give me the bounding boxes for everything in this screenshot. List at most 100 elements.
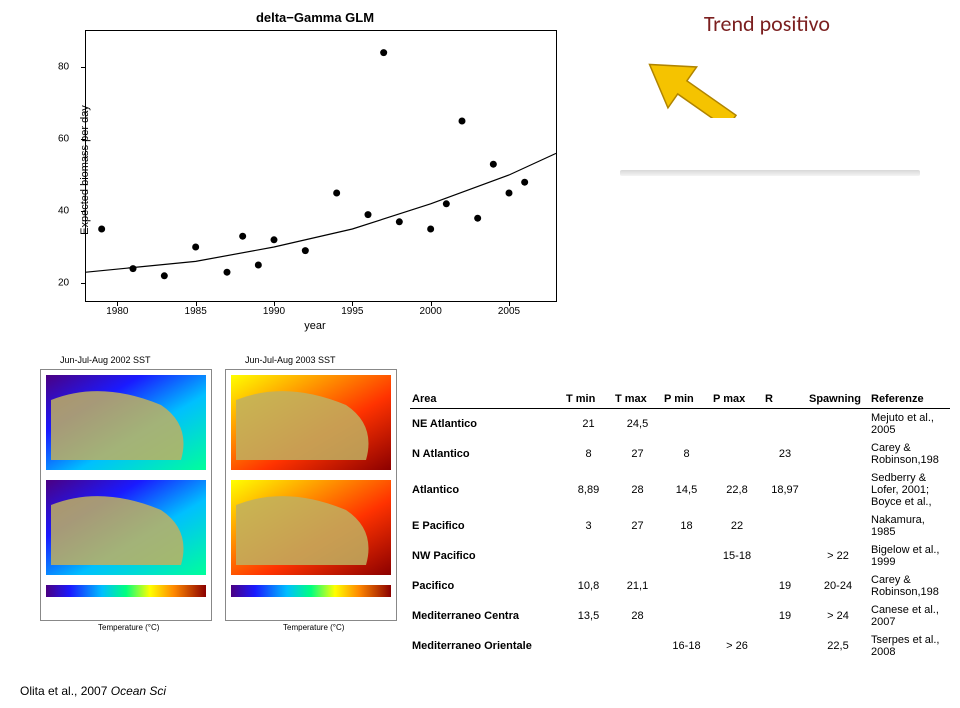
- table-cell: [564, 631, 613, 661]
- sst-x-axis-label: Temperature (°C): [98, 623, 159, 632]
- chart-title: delta−Gamma GLM: [256, 10, 374, 25]
- x-tick-label: 2000: [420, 306, 442, 317]
- table-cell: Tserpes et al., 2008: [869, 631, 950, 661]
- x-tick-label: 1980: [106, 306, 128, 317]
- table-cell: > 22: [807, 541, 869, 571]
- table-cell: [662, 571, 711, 601]
- table-cell: Canese et al., 2007: [869, 601, 950, 631]
- divider-bar: [620, 170, 920, 176]
- table-header: Referenze: [869, 390, 950, 409]
- x-tick-label: 1990: [263, 306, 285, 317]
- x-axis-label: year: [304, 320, 325, 332]
- sst-map-2003: Jun-Jul-Aug 2003 SST Temperature (°C): [225, 355, 395, 635]
- table-cell: 18: [662, 511, 711, 541]
- table-cell: > 24: [807, 601, 869, 631]
- reference-table: AreaT minT maxP minP maxRSpawningReferen…: [410, 390, 950, 661]
- table-cell: 13,5: [564, 601, 613, 631]
- table-row: Pacifico10,821,11920-24Carey & Robinson,…: [410, 571, 950, 601]
- table-row: NE Atlantico2124,5 Mejuto et al., 2005: [410, 409, 950, 440]
- table-cell: [662, 409, 711, 440]
- table-header: P max: [711, 390, 763, 409]
- x-tick-label: 1985: [185, 306, 207, 317]
- trend-label: Trend positivo: [704, 10, 830, 37]
- sst-x-axis-label: Temperature (°C): [283, 623, 344, 632]
- table-cell: [763, 541, 807, 571]
- table-cell: 3: [564, 511, 613, 541]
- table-cell: 22: [711, 511, 763, 541]
- table-cell: 27: [613, 511, 662, 541]
- table-cell: 28: [613, 469, 662, 511]
- table-row: Mediterraneo Orientale 16-18> 26 22,5Tserp…: [410, 631, 950, 661]
- y-tick-label: 80: [58, 62, 69, 73]
- table-cell: 21,1: [613, 571, 662, 601]
- table-cell: 22,8: [711, 469, 763, 511]
- table-row: Mediterraneo Centra13,528 19> 24Canese et…: [410, 601, 950, 631]
- table-cell: [807, 409, 869, 440]
- table-row: Atlantico8,892814,522,818,97Sedberry & L…: [410, 469, 950, 511]
- table-cell: 8,89: [564, 469, 613, 511]
- table-cell: 16-18: [662, 631, 711, 661]
- table-cell: Carey & Robinson,198: [869, 571, 950, 601]
- sst-map-2002: Jun-Jul-Aug 2002 SST: [40, 355, 210, 635]
- sst-maps: Jun-Jul-Aug 2002 SST: [40, 355, 400, 655]
- sst-map-2002-title: Jun-Jul-Aug 2002 SST: [60, 355, 151, 365]
- table-cell: [564, 541, 613, 571]
- table-cell: [613, 541, 662, 571]
- table-cell: 23: [763, 439, 807, 469]
- table-cell: 21: [564, 409, 613, 440]
- table-cell: 19: [763, 601, 807, 631]
- table-cell: [711, 409, 763, 440]
- table-cell: [662, 601, 711, 631]
- table-row: E Pacifico3271822Nakamura, 1985: [410, 511, 950, 541]
- citation-authors: Olita et al., 2007: [20, 684, 111, 698]
- y-tick-label: 20: [58, 278, 69, 289]
- y-tick-label: 40: [58, 206, 69, 217]
- table-row-head: NW Pacifico: [410, 541, 564, 571]
- citation-journal: Ocean Sci: [111, 684, 166, 698]
- table-cell: 19: [763, 571, 807, 601]
- table-cell: [662, 541, 711, 571]
- table-cell: [807, 511, 869, 541]
- table-header: Area: [410, 390, 564, 409]
- table-row-head: NE Atlantico: [410, 409, 564, 440]
- table-cell: 10,8: [564, 571, 613, 601]
- table-row-head: Atlantico: [410, 469, 564, 511]
- table-cell: [711, 601, 763, 631]
- table-cell: Mejuto et al., 2005: [869, 409, 950, 440]
- table-cell: [807, 469, 869, 511]
- x-tick-label: 2005: [498, 306, 520, 317]
- table-cell: [763, 511, 807, 541]
- table-cell: 24,5: [613, 409, 662, 440]
- table-row: N Atlantico827823Carey & Robinson,198: [410, 439, 950, 469]
- table-header: P min: [662, 390, 711, 409]
- table-row-head: Mediterraneo Centra: [410, 601, 564, 631]
- table-cell: [763, 409, 807, 440]
- plot-area: 20406080198019851990199520002005: [85, 30, 557, 302]
- scatter-chart: delta−Gamma GLM Expected biomass per day…: [50, 10, 580, 330]
- table-cell: 8: [564, 439, 613, 469]
- table-cell: Carey & Robinson,198: [869, 439, 950, 469]
- table-row-head: Mediterraneo Orientale: [410, 631, 564, 661]
- table-cell: [711, 439, 763, 469]
- table-cell: 20-24: [807, 571, 869, 601]
- table-header: R: [763, 390, 807, 409]
- table-row: NW Pacifico 15-18 > 22Bigelow et al., 1999: [410, 541, 950, 571]
- table-cell: [711, 571, 763, 601]
- table-cell: Sedberry & Lofer, 2001; Boyce et al.,: [869, 469, 950, 511]
- heatmap-2003-icon: [225, 369, 397, 621]
- table-cell: [763, 631, 807, 661]
- table-header: T min: [564, 390, 613, 409]
- y-tick-label: 60: [58, 134, 69, 145]
- table-cell: 27: [613, 439, 662, 469]
- table-cell: 22,5: [807, 631, 869, 661]
- table-cell: 28: [613, 601, 662, 631]
- table-cell: 14,5: [662, 469, 711, 511]
- heatmap-2002-icon: [40, 369, 212, 621]
- table-cell: 15-18: [711, 541, 763, 571]
- table-cell: [807, 439, 869, 469]
- table-header: T max: [613, 390, 662, 409]
- citation: Olita et al., 2007 Ocean Sci: [20, 684, 166, 698]
- table-cell: > 26: [711, 631, 763, 661]
- table-cell: Bigelow et al., 1999: [869, 541, 950, 571]
- sst-map-2003-title: Jun-Jul-Aug 2003 SST: [245, 355, 336, 365]
